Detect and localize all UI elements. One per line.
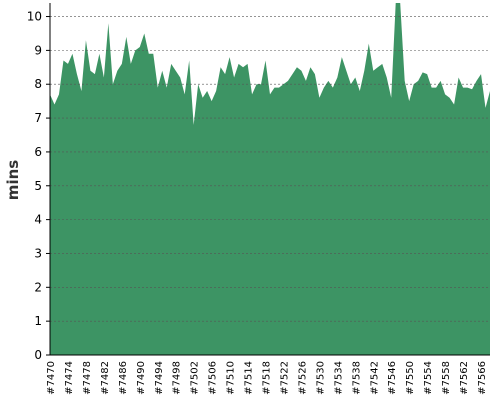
x-tick-label: #7566 bbox=[477, 361, 488, 395]
x-tick-label: #7546 bbox=[387, 361, 398, 395]
y-tick-label: 5 bbox=[34, 179, 42, 193]
y-tick-label: 1 bbox=[34, 314, 42, 328]
x-tick-label: #7542 bbox=[369, 361, 380, 395]
x-tick-label: #7558 bbox=[441, 361, 452, 395]
y-tick-label: 3 bbox=[34, 246, 42, 260]
x-tick-label: #7538 bbox=[351, 361, 362, 395]
y-tick-label: 4 bbox=[34, 213, 42, 227]
y-tick-label: 6 bbox=[34, 145, 42, 159]
y-axis-label: mins bbox=[4, 160, 22, 200]
x-tick-label: #7490 bbox=[136, 361, 147, 395]
x-tick-label: #7554 bbox=[423, 361, 434, 395]
x-tick-label: #7534 bbox=[333, 361, 344, 395]
y-tick-label: 7 bbox=[34, 111, 42, 125]
x-tick-label: #7470 bbox=[46, 361, 57, 395]
y-tick-label: 0 bbox=[34, 348, 42, 362]
x-tick-label: #7506 bbox=[208, 361, 219, 395]
y-tick-label: 9 bbox=[34, 43, 42, 57]
y-tick-label: 2 bbox=[34, 280, 42, 294]
x-tick-label: #7562 bbox=[459, 361, 470, 395]
area bbox=[50, 3, 490, 355]
x-tick-label: #7498 bbox=[172, 361, 183, 395]
x-tick-label: #7474 bbox=[64, 361, 75, 395]
x-tick-label: #7486 bbox=[118, 361, 129, 395]
x-tick-label: #7530 bbox=[315, 361, 326, 395]
x-tick-label: #7502 bbox=[190, 361, 201, 395]
x-tick-label: #7522 bbox=[279, 361, 290, 395]
y-tick-label: 10 bbox=[27, 10, 42, 24]
x-tick-label: #7482 bbox=[100, 361, 111, 395]
x-tick-label: #7550 bbox=[405, 361, 416, 395]
x-tick-label: #7494 bbox=[154, 361, 165, 395]
x-tick-label: #7478 bbox=[82, 361, 93, 395]
y-tick-label: 8 bbox=[34, 77, 42, 91]
x-tick-label: #7514 bbox=[244, 361, 255, 395]
x-tick-label: #7510 bbox=[226, 361, 237, 395]
x-tick-label: #7526 bbox=[297, 361, 308, 395]
x-tick-label: #7518 bbox=[262, 361, 273, 395]
